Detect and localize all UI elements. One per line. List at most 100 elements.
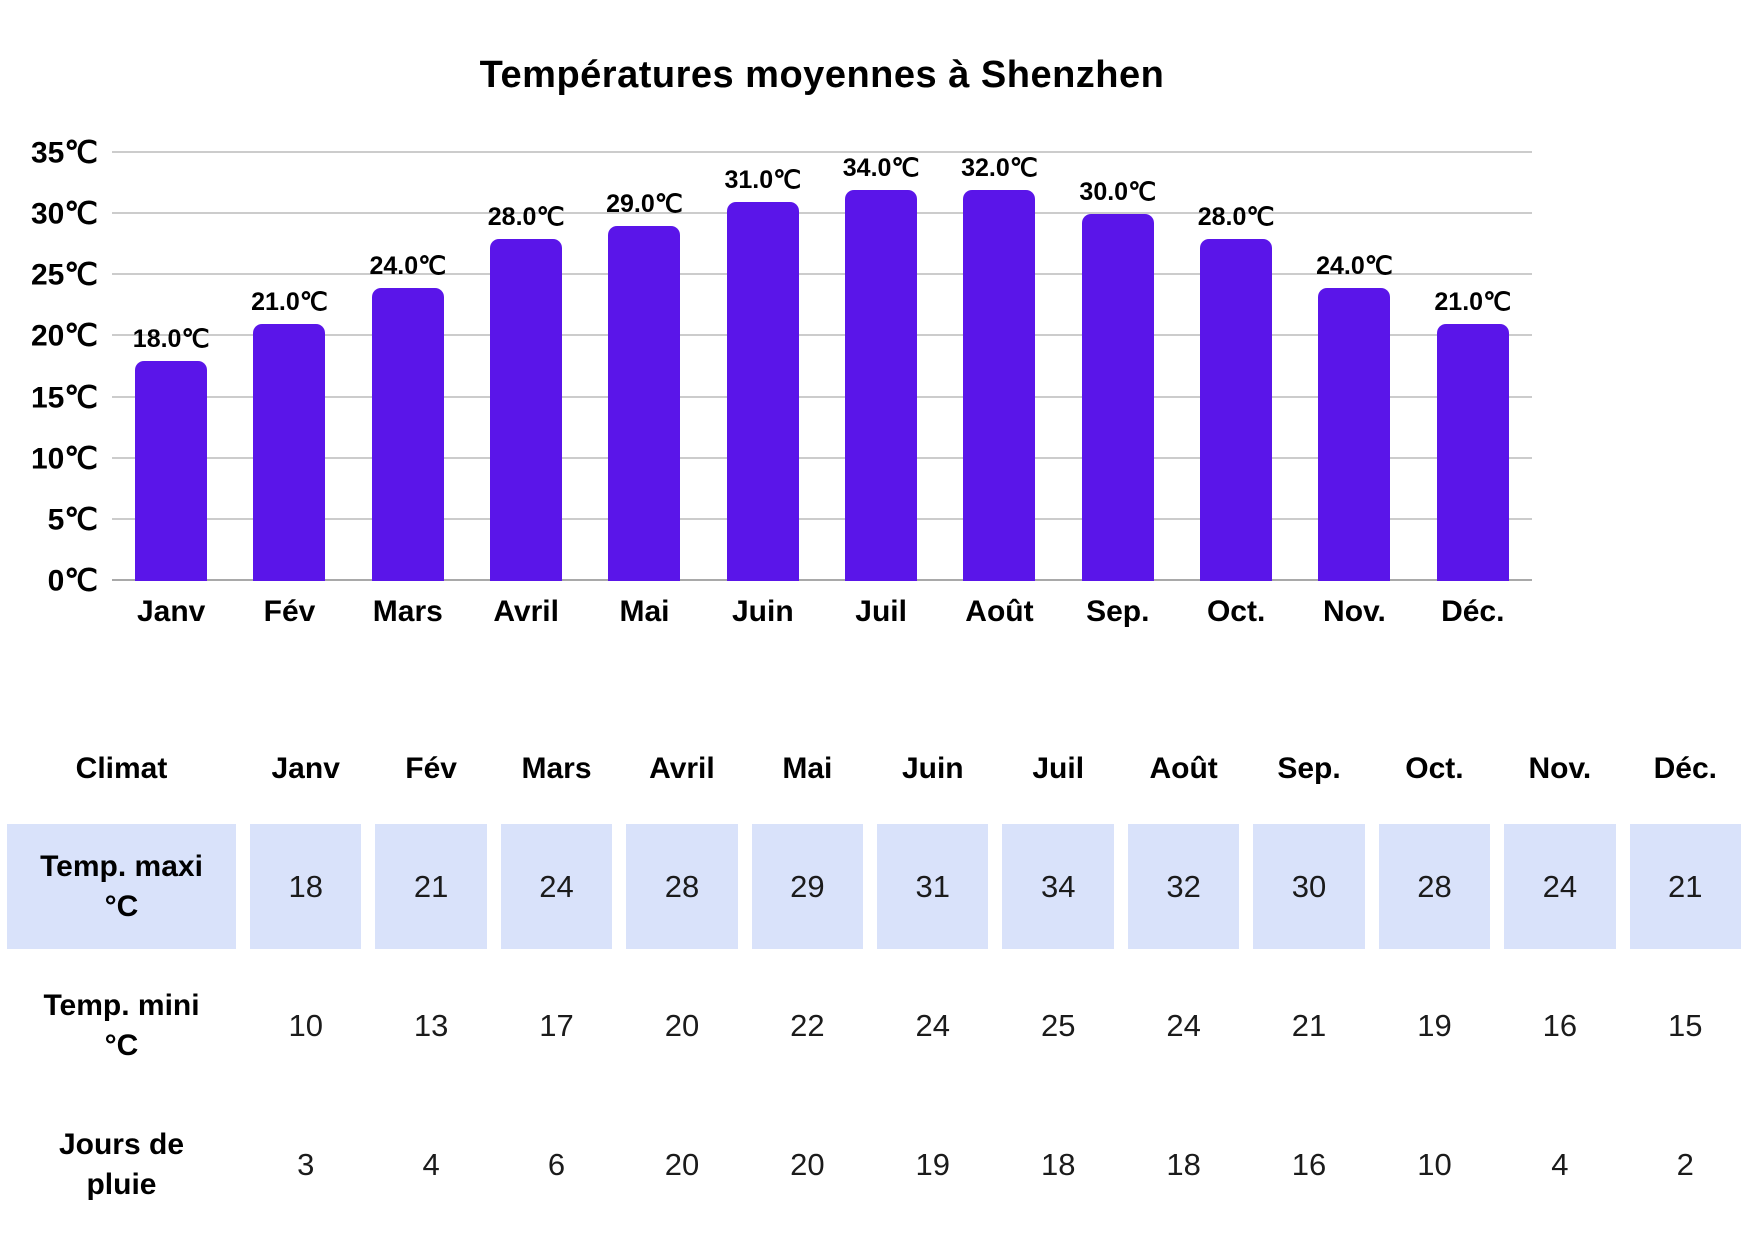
table-header-cell: Fév [405, 752, 457, 785]
table-header-cell: Déc. [1653, 752, 1717, 785]
table-cell: 17 [539, 1007, 574, 1043]
table-row-label: Temp. maxi °C [0, 824, 243, 949]
bar [963, 190, 1036, 581]
y-axis-tick-label: 0℃ [47, 564, 98, 598]
table-header-cell: Sep. [1277, 752, 1341, 785]
table-header-cell: Oct. [1405, 752, 1464, 785]
table-cell: 21 [1291, 1007, 1327, 1043]
table-cell: 18 [1040, 1146, 1076, 1182]
bar-value-label: 21.0℃ [251, 288, 328, 317]
chart-title: Températures moyennes à Shenzhen [479, 54, 1165, 96]
table-header-cell: Nov. [1528, 752, 1592, 785]
table-cell: 20 [664, 1007, 700, 1043]
bar-slot: 21.0℃ Fév [230, 153, 348, 628]
bar [1318, 287, 1391, 581]
table-cell: 15 [1668, 1007, 1703, 1043]
bar-slot: 32.0℃ Août [940, 153, 1058, 628]
bar-slot: 24.0℃ Mars [349, 153, 467, 628]
table-cell: 16 [1542, 1007, 1578, 1043]
table-cell: 28 [1371, 824, 1498, 949]
bar-slot: 29.0℃ Mai [585, 153, 703, 628]
table-cell: 19 [1417, 1007, 1452, 1043]
table-cell: 24 [493, 824, 620, 949]
table-cell: 18 [1166, 1146, 1201, 1182]
bar-value-label: 28.0℃ [1197, 202, 1275, 231]
bar-value-label: 32.0℃ [961, 154, 1038, 182]
x-axis-label: Avril [493, 595, 559, 628]
table-cell: 21 [1622, 824, 1748, 949]
table-cell: 19 [915, 1146, 951, 1182]
bar [253, 324, 326, 581]
gridline [112, 395, 1532, 398]
x-axis-label: Juil [855, 595, 907, 628]
table-cell: 3 [297, 1146, 315, 1182]
bar-value-label: 21.0℃ [1434, 288, 1512, 317]
table-cell: 25 [1040, 1007, 1076, 1043]
table-cell: 4 [1551, 1146, 1569, 1182]
gridline [112, 334, 1532, 337]
y-axis-tick-label: 15℃ [30, 381, 98, 415]
x-axis-label: Nov. [1323, 595, 1386, 628]
gridline [112, 273, 1532, 276]
x-axis-label: Août [965, 595, 1034, 628]
bar-value-label: 28.0℃ [487, 202, 565, 231]
y-axis-tick-label: 10℃ [30, 442, 98, 476]
table-row-label: Jours de pluie [58, 1127, 185, 1201]
table-header-cell: Mars [521, 752, 592, 785]
y-axis-tick-label: 5℃ [47, 503, 98, 537]
bars-container: 18.0℃ Janv 21.0℃ Fév 24.0℃ Mars 28.0℃ Avril 29.0… [112, 153, 1532, 628]
table-header-cell: Mai [782, 752, 833, 785]
table-cell: 4 [422, 1146, 440, 1182]
table-corner-header: Climat [75, 752, 168, 785]
y-axis-tick-label: 20℃ [30, 319, 98, 353]
bar-slot: 31.0℃ Juin [704, 153, 822, 628]
table-cell: 22 [790, 1007, 825, 1043]
x-axis-label: Oct. [1206, 595, 1266, 628]
bar [371, 287, 444, 581]
table-cell: 24 [1166, 1007, 1201, 1043]
table-header-cell: Janv [271, 752, 340, 785]
bar-slot: 28.0℃ Avril [467, 153, 585, 628]
table-cell: 16 [1291, 1146, 1327, 1182]
bar-value-label: 34.0℃ [842, 154, 920, 182]
table-cell: 6 [547, 1146, 566, 1182]
table-cell: 2 [1676, 1146, 1694, 1182]
bar [845, 190, 918, 581]
table-cell: 24 [915, 1007, 951, 1043]
table-cell: 10 [1417, 1146, 1452, 1182]
gridline [112, 456, 1532, 459]
bar [490, 238, 563, 581]
bar-value-label: 29.0℃ [606, 190, 683, 219]
bar-slot: 21.0℃ Déc. [1414, 153, 1532, 628]
bar [135, 360, 208, 581]
bar [726, 201, 799, 581]
x-axis-label: Mars [372, 595, 443, 628]
bar [608, 226, 681, 581]
x-axis-label: Déc. [1441, 595, 1505, 628]
table-cell: 29 [744, 824, 871, 949]
climate-table: Climat Janv Fév Mars Avril Mai Juin Juil Août Sep… [0, 728, 1748, 1227]
table-cell: 13 [413, 1007, 449, 1043]
table-cell: 28 [619, 824, 745, 949]
table-header-cell: Juin [901, 752, 964, 785]
table-cell: 18 [243, 824, 369, 949]
gridline [112, 212, 1532, 215]
table-cell: 10 [288, 1007, 323, 1043]
gridline [112, 579, 1532, 581]
bar-slot: 18.0℃ Janv [112, 153, 230, 628]
x-axis-label: Juin [731, 595, 794, 628]
table-cell: 20 [664, 1146, 700, 1182]
y-axis-tick-label: 25℃ [30, 258, 98, 292]
gridline [112, 517, 1532, 520]
table-cell: 30 [1246, 824, 1372, 949]
bar-slot: 28.0℃ Oct. [1177, 153, 1295, 628]
bar-value-label: 24.0℃ [369, 251, 447, 280]
table-cell: 20 [790, 1146, 825, 1182]
table-cell: 34 [995, 824, 1121, 949]
bar-value-label: 24.0℃ [1316, 251, 1393, 280]
table-cell: 32 [1120, 824, 1247, 949]
table-row-label: Temp. mini °C [43, 988, 200, 1062]
x-axis-label: Janv [136, 595, 206, 628]
y-axis-tick-label: 30℃ [30, 197, 98, 231]
table-cell: 31 [870, 824, 996, 949]
